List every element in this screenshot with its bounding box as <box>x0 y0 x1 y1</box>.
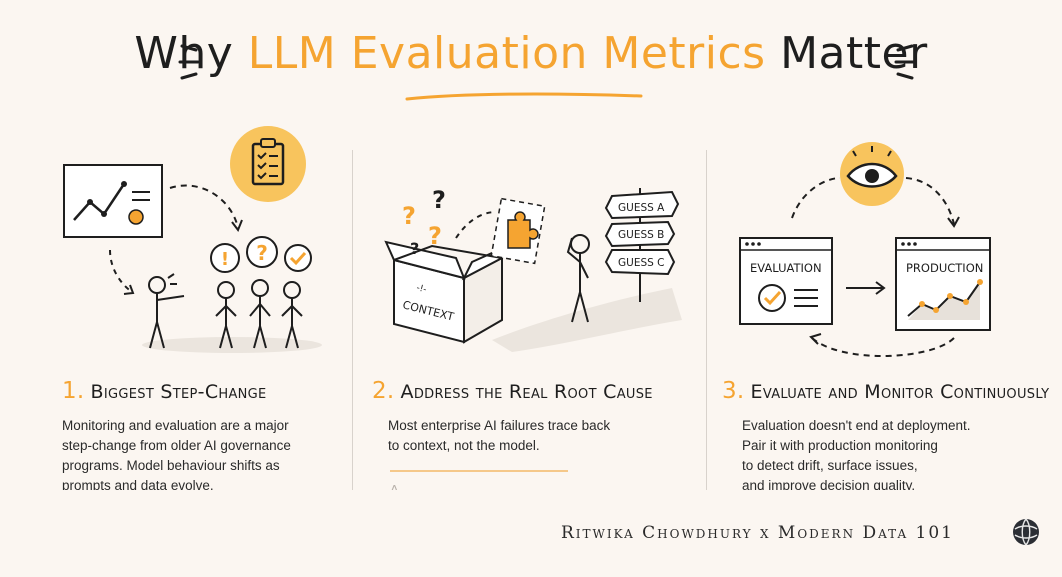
title-lead: Why <box>134 28 234 79</box>
svg-text:?: ? <box>428 222 442 250</box>
production-window-icon <box>895 237 991 331</box>
panel-body: Evaluation doesn't end at deployment. Pa… <box>742 418 971 493</box>
evaluation-window-icon <box>739 237 833 325</box>
svg-text:?: ? <box>402 202 416 230</box>
signpost-icon <box>604 188 680 302</box>
panel-biggest-step-change: ! ? 1. Biggest Step-Change Monitoring and… <box>62 120 402 493</box>
svg-text:?: ? <box>410 239 419 258</box>
title-underline <box>405 92 643 101</box>
sign-guess-b: GUESS B <box>618 229 664 241</box>
svg-text:?: ? <box>256 241 268 265</box>
context-box-mark: -!- <box>415 283 427 295</box>
title-tail: Matter <box>780 28 928 79</box>
context-box-icon <box>384 240 515 344</box>
puzzle-piece-icon <box>490 197 546 265</box>
panel-heading: 1. Biggest Step-Change <box>62 378 267 404</box>
column-divider <box>706 150 707 490</box>
trend-chart-board-icon <box>63 164 163 238</box>
sign-guess-a: GUESS A <box>618 202 665 214</box>
svg-text:?: ? <box>432 186 446 214</box>
sign-guess-c: GUESS C <box>618 257 664 269</box>
production-label: PRODUCTION <box>906 261 983 275</box>
title-area: Why LLM Evaluation Metrics Matter <box>0 22 1062 112</box>
panel-body: Monitoring and evaluation are a major st… <box>62 418 291 493</box>
column-divider <box>352 150 353 490</box>
footer <box>0 490 1062 577</box>
title-accent: LLM Evaluation Metrics <box>247 28 766 79</box>
evaluation-label: EVALUATION <box>750 261 822 275</box>
check-bubble-icon <box>284 244 312 272</box>
illustration-stakeholders: ! ? <box>63 126 322 353</box>
panel-root-cause: -!- CONTEXT ? ? ? ? GUESS A GUESS B GUES… <box>372 120 712 497</box>
svg-text:!: ! <box>221 249 229 270</box>
clipboard-checklist-icon <box>230 126 306 202</box>
panel-heading: 3. Evaluate and Monitor Continuously <box>722 378 1050 404</box>
exclamation-bubble-icon: ! <box>210 243 240 273</box>
page-title: Why LLM Evaluation Metrics Matter <box>0 28 1062 79</box>
illustration-context-box: -!- CONTEXT ? ? ? ? GUESS A GUESS B GUES… <box>384 186 682 352</box>
globe-logo-icon <box>1013 518 1039 546</box>
panel-heading: 2. Address the Real Root Cause <box>372 378 653 404</box>
panel-evaluate-monitor: EVALUATION PRODUCTION 3. Evaluate and Mon… <box>722 120 1062 493</box>
panel-body: Most enterprise AI failures trace back t… <box>388 418 611 453</box>
question-bubble-icon: ? <box>246 236 278 268</box>
emphasis-marks-right-icon <box>894 44 916 80</box>
illustration-eval-production: EVALUATION PRODUCTION <box>739 142 991 358</box>
section-rule <box>390 470 568 472</box>
eye-icon <box>840 142 904 206</box>
emphasis-marks-left-icon <box>178 44 200 80</box>
author-credit: Ritwika Chowdhury x Modern Data 101 <box>560 523 954 543</box>
